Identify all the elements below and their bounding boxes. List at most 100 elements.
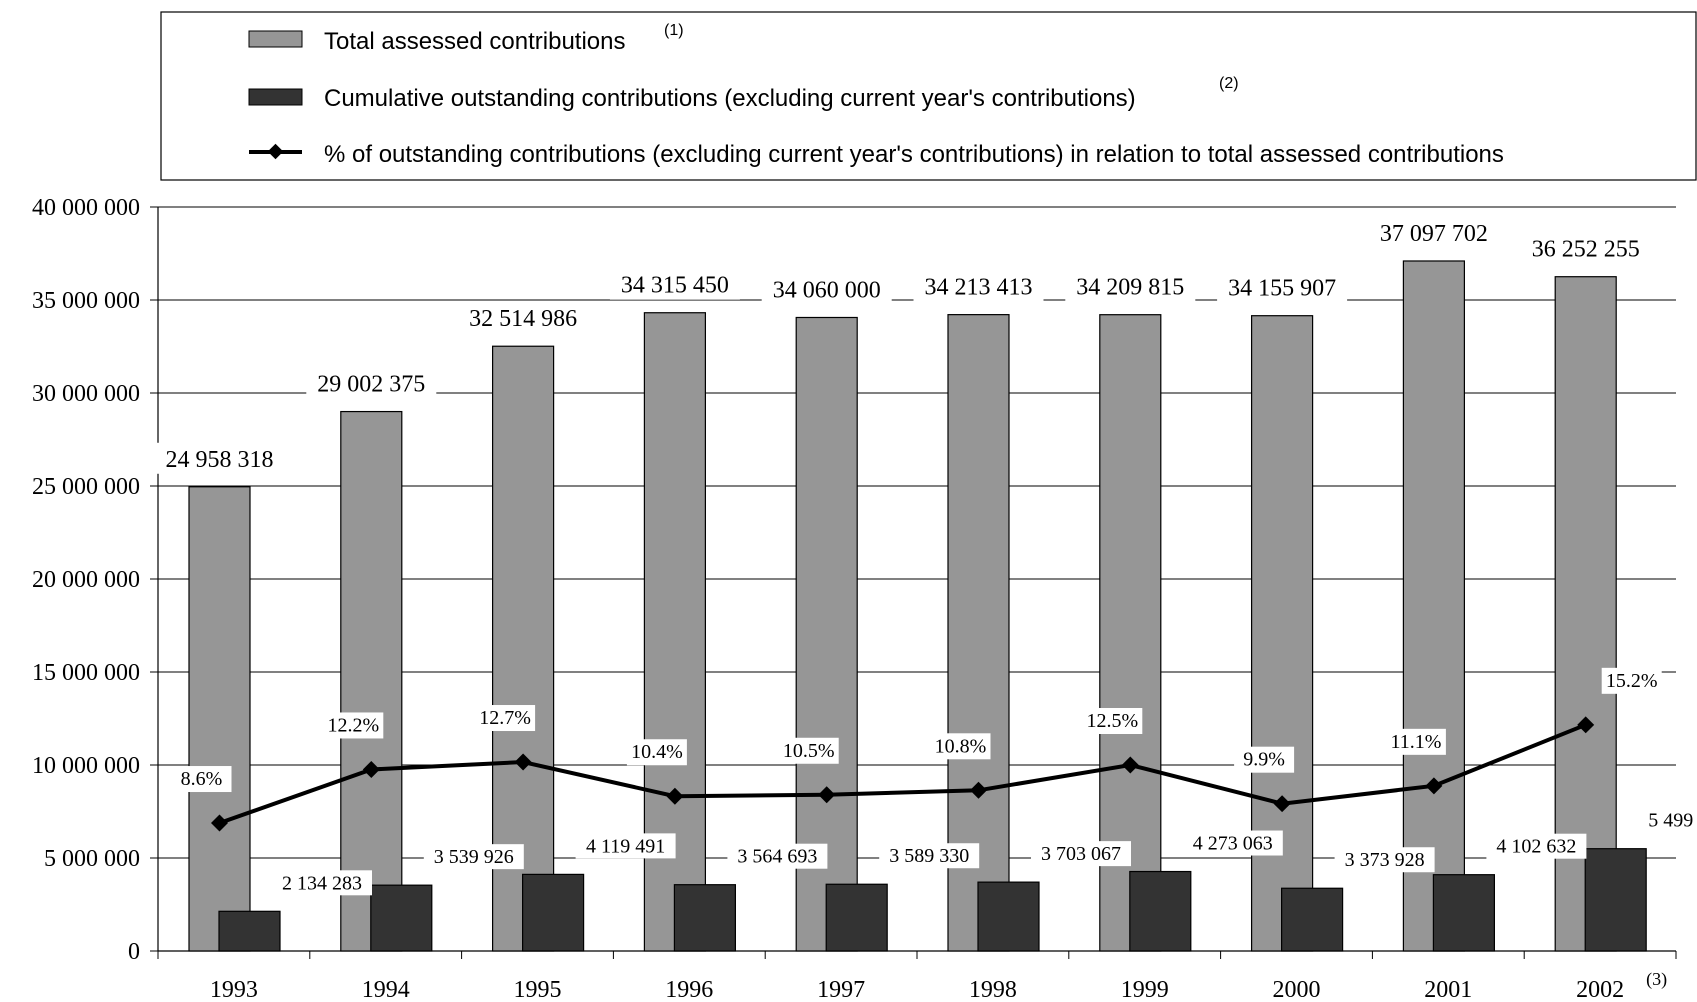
label-percent: 11.1% bbox=[1390, 731, 1441, 753]
percent-marker bbox=[1273, 795, 1291, 813]
x-tick-label: 1998 bbox=[969, 977, 1017, 1002]
label-percent: 15.2% bbox=[1606, 670, 1658, 692]
label-bg bbox=[1638, 807, 1697, 833]
y-tick-label: 25 000 000 bbox=[32, 474, 140, 500]
label-percent: 10.5% bbox=[783, 740, 835, 762]
label-percent: 12.2% bbox=[327, 714, 379, 736]
label-bg bbox=[575, 833, 676, 859]
y-tick-label: 30 000 000 bbox=[32, 381, 140, 407]
label-bg bbox=[306, 367, 437, 399]
percent-marker bbox=[1425, 777, 1443, 795]
y-tick-label: 10 000 000 bbox=[32, 753, 140, 779]
x-tick-label: 2001 bbox=[1424, 977, 1472, 1002]
label-bg bbox=[1082, 708, 1143, 734]
bar-outstanding bbox=[218, 910, 281, 952]
label-total: 24 958 318 bbox=[166, 447, 274, 473]
label-outstanding: 2 134 283 bbox=[282, 872, 362, 894]
percent-line-path bbox=[218, 722, 1587, 825]
percent-marker bbox=[211, 814, 228, 832]
bar-outstanding bbox=[673, 884, 737, 952]
label-bg bbox=[1182, 830, 1283, 856]
x-axis: 1993 1994 1995 1996 1997 1998 1999 2000 2001 2002… bbox=[157, 950, 1677, 1002]
label-bg bbox=[323, 712, 384, 739]
label-outstanding: 3 564 693 bbox=[737, 846, 817, 868]
percent-marker bbox=[970, 781, 987, 799]
label-bg bbox=[913, 270, 1044, 302]
x-tick-label: 1995 bbox=[514, 977, 562, 1002]
label-bg bbox=[1601, 667, 1662, 694]
label-outstanding: 3 703 067 bbox=[1041, 843, 1121, 865]
label-bg bbox=[1520, 232, 1651, 264]
label-percent: 9.9% bbox=[1243, 749, 1285, 771]
label-bg bbox=[458, 302, 589, 334]
label-bg bbox=[1334, 847, 1435, 873]
percent-line bbox=[211, 716, 1595, 832]
y-tick-label: 15 000 000 bbox=[32, 660, 140, 686]
x-tick-label: 1994 bbox=[362, 977, 410, 1002]
bars-outstanding bbox=[218, 848, 1647, 952]
label-bg bbox=[778, 737, 839, 764]
label-percent: 12.7% bbox=[479, 707, 531, 729]
label-total: 32 514 986 bbox=[469, 306, 577, 332]
label-outstanding: 4 102 632 bbox=[1496, 836, 1576, 858]
label-percent: 12.5% bbox=[1086, 710, 1138, 732]
bar-total bbox=[1250, 315, 1314, 952]
x-tick-label: 2000 bbox=[1273, 977, 1321, 1002]
label-outstanding: 5 499 825 bbox=[1648, 810, 1697, 832]
legend-label-total: Total assessed contributions bbox=[324, 28, 626, 55]
bar-total bbox=[340, 410, 403, 952]
label-total: 34 155 907 bbox=[1228, 276, 1336, 302]
label-bg bbox=[1065, 270, 1196, 302]
label-bg bbox=[1031, 841, 1131, 867]
label-outstanding: 4 119 491 bbox=[586, 835, 665, 857]
label-bg bbox=[609, 268, 740, 300]
legend-footnote-outstanding: (2) bbox=[1219, 75, 1239, 92]
bar-outstanding bbox=[521, 873, 585, 952]
label-bg bbox=[761, 273, 892, 305]
label-total: 36 252 255 bbox=[1532, 237, 1640, 263]
legend-box bbox=[160, 11, 1697, 181]
x-tick-label: 1997 bbox=[817, 977, 865, 1002]
x-tick-footnote: (3) bbox=[1646, 969, 1667, 990]
label-bg bbox=[727, 843, 828, 869]
percent-marker bbox=[1577, 716, 1595, 734]
data-labels: 24 958 318 2 134 283 29 002 375 3 539 926 32… bbox=[154, 216, 1697, 896]
label-bg bbox=[1217, 271, 1348, 303]
bar-outstanding bbox=[825, 883, 888, 952]
legend-footnote-total: (1) bbox=[664, 22, 684, 39]
x-tick-label: 1996 bbox=[665, 977, 713, 1002]
label-percent: 8.6% bbox=[181, 768, 223, 790]
label-total: 34 060 000 bbox=[773, 277, 881, 303]
bar-total bbox=[1402, 260, 1466, 952]
label-bg bbox=[879, 843, 980, 869]
label-bg bbox=[423, 844, 524, 870]
label-bg bbox=[154, 442, 285, 474]
legend-label-outstanding: Cumulative outstanding contributions (ex… bbox=[324, 85, 1136, 112]
legend-swatch-outstanding bbox=[248, 88, 303, 106]
label-percent: 10.4% bbox=[631, 741, 683, 763]
label-bg bbox=[171, 766, 232, 793]
legend-label-percent: % of outstanding contributions (excludin… bbox=[324, 141, 1504, 168]
label-total: 34 315 450 bbox=[621, 273, 729, 299]
bar-outstanding bbox=[977, 881, 1040, 952]
label-bg bbox=[1486, 833, 1587, 859]
percent-marker bbox=[666, 787, 684, 805]
label-total: 29 002 375 bbox=[317, 372, 425, 398]
bar-outstanding bbox=[1432, 874, 1496, 952]
bar-outstanding bbox=[370, 884, 433, 952]
label-bg bbox=[1368, 216, 1499, 248]
y-tick-label: 20 000 000 bbox=[32, 567, 140, 593]
legend-swatch-total bbox=[248, 30, 303, 48]
label-bg bbox=[475, 705, 536, 732]
percent-marker bbox=[362, 760, 380, 778]
legend-swatch-marker bbox=[267, 143, 284, 160]
label-percent: 10.8% bbox=[935, 735, 987, 757]
y-tick-label: 0 bbox=[128, 939, 140, 965]
label-bg bbox=[1234, 746, 1295, 773]
y-tick-label: 35 000 000 bbox=[32, 288, 140, 314]
label-bg bbox=[272, 870, 372, 896]
x-tick-label: 1999 bbox=[1121, 977, 1169, 1002]
x-tick-label: 2002 bbox=[1576, 977, 1624, 1002]
label-total: 34 213 413 bbox=[925, 275, 1033, 301]
